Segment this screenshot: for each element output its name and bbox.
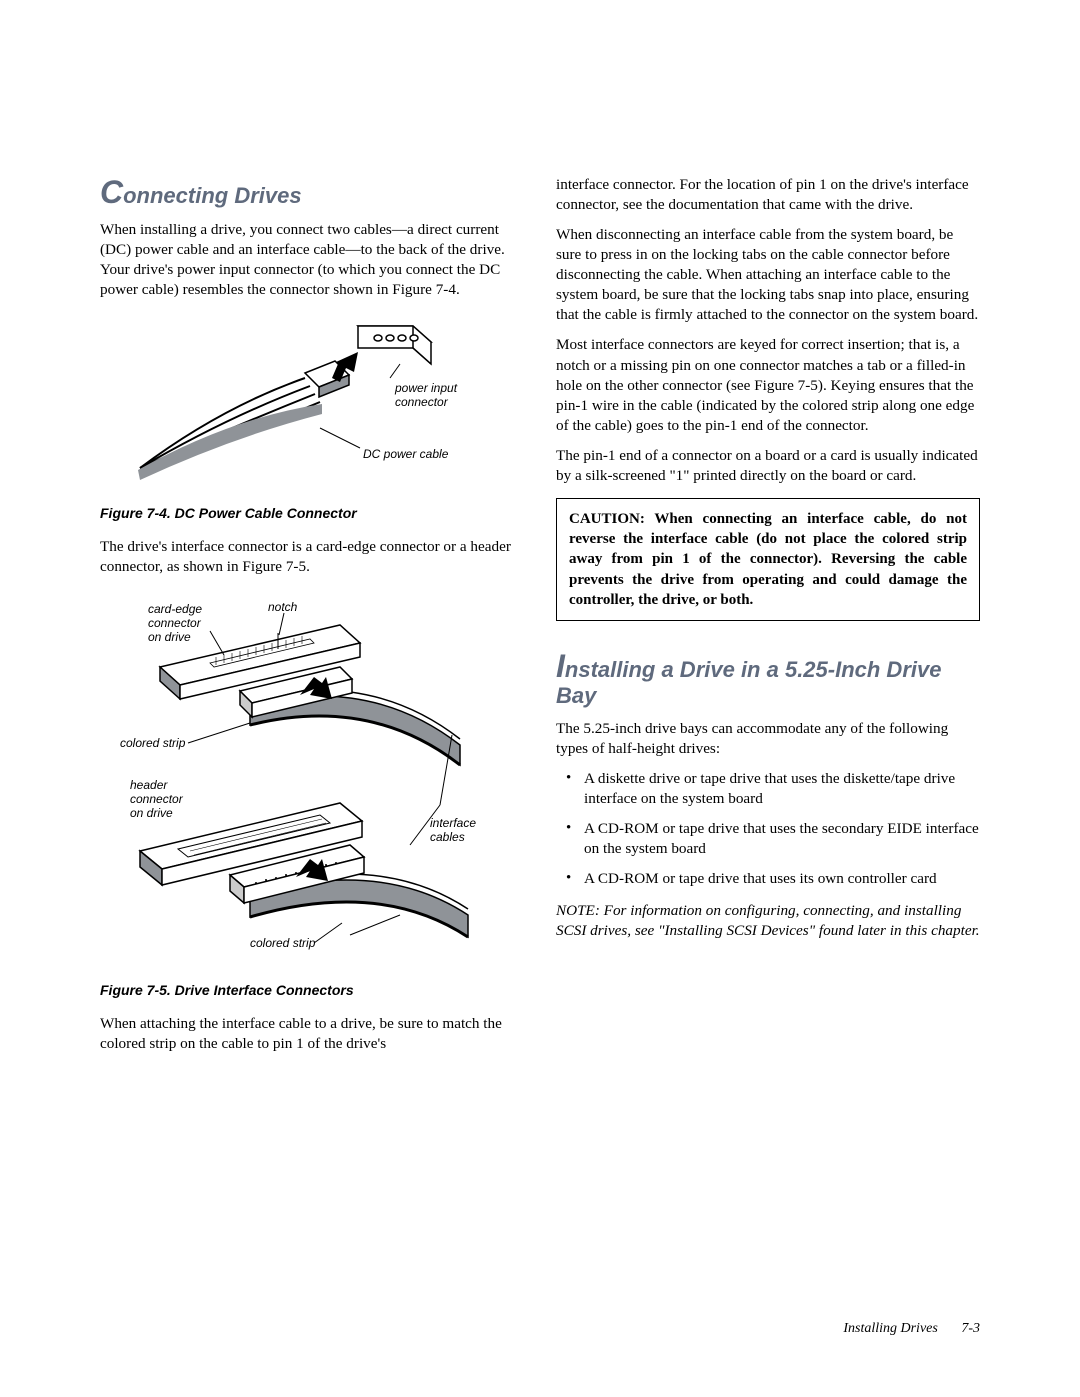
list-item: A CD-ROM or tape drive that uses its own… (556, 869, 980, 889)
footer-page-number: 7-3 (961, 1321, 980, 1336)
figure-7-4-caption: Figure 7-4. DC Power Cable Connector (100, 504, 524, 522)
label-interface-1: interface (430, 816, 476, 830)
caution-box: CAUTION: When connecting an interface ca… (556, 498, 980, 621)
drive-interface-diagram: card-edge connector on drive notch color… (100, 595, 500, 975)
caution-text: CAUTION: When connecting an interface ca… (569, 511, 967, 608)
label-interface-2: cables (430, 830, 465, 844)
list-item: A diskette drive or tape drive that uses… (556, 769, 980, 809)
right-column: interface connector. For the location of… (556, 175, 980, 1064)
figure-7-5-caption: Figure 7-5. Drive Interface Connectors (100, 981, 524, 999)
note-scsi: NOTE: For information on configuring, co… (556, 901, 980, 941)
heading-installing-drive: Installing a Drive in a 5.25-Inch Drive … (556, 649, 980, 708)
label-colored-strip-bottom: colored strip (250, 936, 316, 950)
left-column: Connecting Drives When installing a driv… (100, 175, 524, 1064)
label-dc-power-cable: DC power cable (363, 447, 449, 461)
heading2-rest: nstalling a Drive in a 5.25-Inch Drive B… (556, 657, 941, 708)
para-interface-connector: The drive's interface connector is a car… (100, 537, 524, 577)
drive-types-list: A diskette drive or tape drive that uses… (556, 769, 980, 889)
para-connecting-intro: When installing a drive, you connect two… (100, 220, 524, 300)
para-keyed-connectors: Most interface connectors are keyed for … (556, 335, 980, 435)
label-header-1: header (130, 778, 168, 792)
two-column-layout: Connecting Drives When installing a driv… (100, 175, 980, 1064)
heading-initial-cap: C (100, 174, 123, 210)
label-power-input: power input (394, 381, 458, 395)
heading2-initial-cap: I (556, 648, 565, 684)
label-card-edge-3: on drive (148, 630, 191, 644)
heading-connecting-drives: Connecting Drives (100, 175, 524, 210)
label-card-edge-2: connector (148, 616, 202, 630)
page-footer: Installing Drives 7-3 (843, 1321, 980, 1337)
para-drive-bay-intro: The 5.25-inch drive bays can accommodate… (556, 719, 980, 759)
footer-title: Installing Drives (843, 1321, 938, 1336)
para-disconnecting: When disconnecting an interface cable fr… (556, 225, 980, 325)
para-pin1-location: interface connector. For the location of… (556, 175, 980, 215)
para-pin1-silkscreen: The pin-1 end of a connector on a board … (556, 446, 980, 486)
label-header-3: on drive (130, 806, 173, 820)
label-header-2: connector (130, 792, 184, 806)
heading-rest: onnecting Drives (123, 183, 301, 208)
list-item: A CD-ROM or tape drive that uses the sec… (556, 819, 980, 859)
label-connector: connector (395, 395, 449, 409)
label-colored-strip-top: colored strip (120, 736, 186, 750)
label-card-edge-1: card-edge (148, 602, 202, 616)
figure-7-4: power input connector DC power cable Fig… (100, 318, 524, 522)
dc-power-cable-diagram: power input connector DC power cable (100, 318, 480, 498)
figure-7-5: card-edge connector on drive notch color… (100, 595, 524, 999)
para-attaching-cable: When attaching the interface cable to a … (100, 1014, 524, 1054)
label-notch: notch (268, 600, 298, 614)
